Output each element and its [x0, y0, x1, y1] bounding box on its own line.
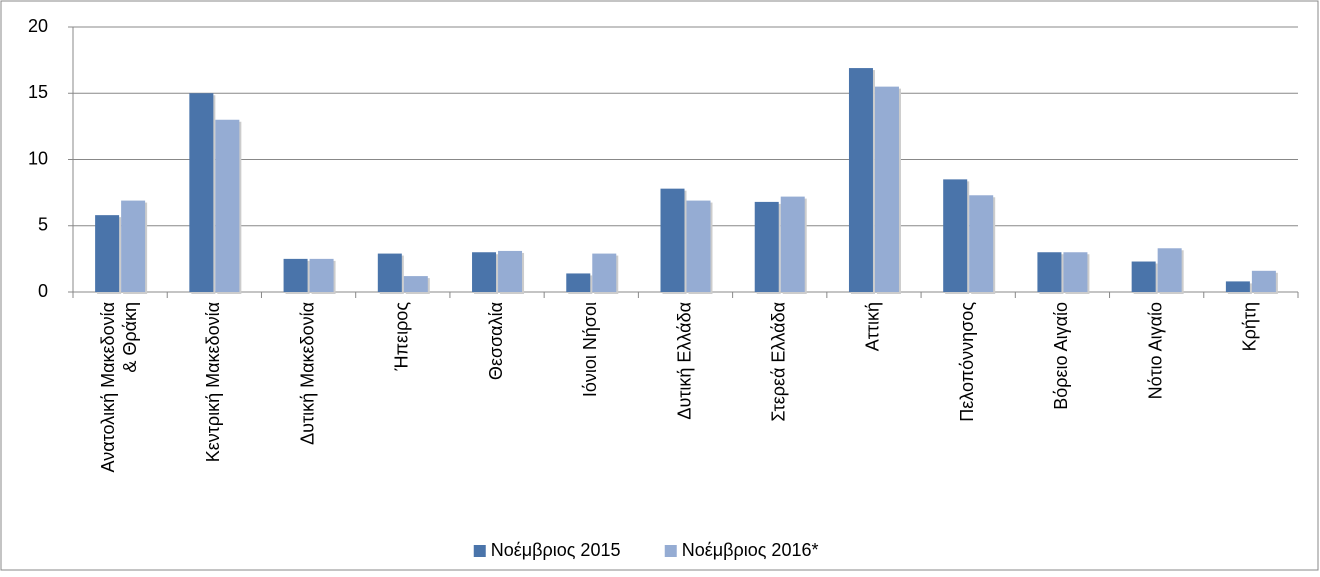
bar	[1063, 252, 1088, 292]
bar	[780, 196, 805, 292]
x-tick-label: Θεσσαλία	[486, 302, 506, 380]
bar	[403, 276, 428, 292]
x-tick-label: Ιόνιοι Νήσοι	[580, 302, 600, 397]
x-tick-label: Δυτική Ελλάδα	[674, 302, 694, 420]
legend-swatch	[664, 545, 677, 557]
bar	[189, 93, 214, 292]
bar	[660, 188, 685, 292]
bar	[969, 195, 994, 292]
bar	[1131, 261, 1156, 292]
bar	[1037, 252, 1062, 292]
bar	[592, 253, 617, 292]
bar	[215, 119, 240, 292]
x-tick-label: Ανατολική Μακεδονία & Θράκη	[98, 302, 140, 472]
bar	[121, 200, 146, 292]
bar	[1251, 270, 1276, 292]
bar	[874, 86, 899, 292]
legend-label: Νοέμβριος 2016*	[682, 540, 819, 560]
bar	[686, 200, 711, 292]
bar	[848, 68, 873, 292]
bar	[498, 250, 523, 292]
bar	[566, 273, 591, 292]
x-tick-label: Νότιο Αιγαίο	[1145, 302, 1165, 399]
y-tick-label: 0	[38, 281, 48, 301]
x-tick-label: Βόρειο Αιγαίο	[1051, 302, 1071, 410]
y-tick-label: 20	[28, 16, 48, 36]
x-tick-label: Δυτική Μακεδονία	[297, 302, 317, 445]
bar	[1157, 248, 1182, 292]
bar	[754, 201, 779, 292]
y-tick-label: 15	[28, 82, 48, 102]
y-tick-label: 10	[28, 148, 48, 168]
bar	[472, 252, 497, 292]
x-tick-label: Στερεά Ελλάδα	[768, 302, 788, 422]
bar	[283, 258, 308, 292]
bar	[95, 215, 120, 292]
x-tick-label: Πελοπόννησος	[957, 302, 977, 422]
legend-swatch	[473, 545, 486, 557]
bar	[377, 253, 402, 292]
bar	[309, 258, 334, 292]
legend-label: Νοέμβριος 2015	[491, 540, 621, 560]
bar	[1225, 281, 1250, 292]
y-tick-label: 5	[38, 215, 48, 235]
x-tick-label: Ήπειρος	[392, 302, 412, 372]
bar	[943, 179, 968, 292]
x-tick-label: Κεντρική Μακεδονία	[203, 302, 223, 462]
x-tick-label: Κρήτη	[1240, 302, 1260, 351]
x-tick-label: Αττική	[863, 302, 883, 351]
